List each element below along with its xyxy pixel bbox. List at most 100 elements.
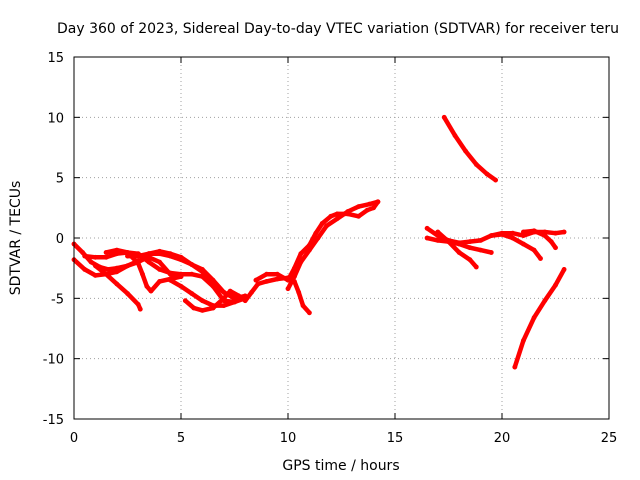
data-point (178, 274, 184, 279)
data-point (146, 251, 152, 257)
data-point (200, 308, 205, 313)
data-point (140, 271, 145, 277)
data-point (553, 245, 558, 251)
data-point (510, 230, 516, 236)
data-point (264, 279, 269, 284)
data-point (521, 338, 526, 343)
data-point (167, 277, 173, 283)
data-point (157, 248, 163, 254)
data-point (210, 305, 216, 311)
data-point (356, 213, 361, 219)
data-point (200, 298, 205, 304)
data-point (499, 232, 505, 237)
data-point (553, 230, 558, 236)
data-point (221, 303, 227, 308)
data-point (298, 259, 304, 265)
data-point (521, 241, 526, 247)
data-point (510, 235, 516, 241)
data-point (274, 271, 280, 277)
x-tick-label: 5 (177, 431, 185, 446)
y-tick-label: 15 (47, 51, 64, 66)
data-point (236, 293, 242, 299)
series-line-17 (441, 115, 498, 183)
data-point (334, 216, 340, 222)
data-point (319, 221, 325, 226)
data-point (114, 269, 120, 275)
data-point (561, 267, 567, 272)
data-point (441, 114, 447, 120)
data-point (135, 302, 141, 307)
data-point (424, 235, 430, 241)
data-point (189, 271, 195, 277)
data-point (103, 254, 109, 260)
data-point (264, 271, 269, 277)
data-point (125, 291, 130, 296)
data-point (371, 205, 376, 211)
data-point (80, 250, 85, 255)
data-point (478, 247, 483, 253)
data-point (435, 238, 441, 243)
data-point (146, 259, 152, 265)
x-tick-label: 20 (494, 431, 511, 446)
data-point (456, 250, 462, 255)
data-point (137, 306, 143, 312)
data-point (473, 162, 479, 167)
data-point (292, 274, 297, 279)
data-point (253, 277, 259, 283)
data-point (307, 247, 312, 253)
data-point (538, 256, 543, 261)
data-point (456, 241, 462, 247)
data-point (285, 277, 291, 283)
data-point (103, 250, 109, 255)
data-point (364, 207, 370, 213)
data-point (521, 233, 526, 239)
data-point (484, 171, 490, 177)
data-point (221, 295, 227, 301)
data-point (125, 263, 130, 269)
series-line-5 (103, 247, 184, 294)
data-point (478, 238, 483, 243)
data-point (88, 259, 94, 265)
data-point (178, 283, 184, 289)
data-point (488, 250, 494, 255)
data-point (446, 239, 451, 245)
data-point (93, 254, 98, 260)
data-point (182, 298, 188, 304)
data-point (531, 247, 537, 253)
data-point (512, 364, 518, 370)
data-point (189, 291, 195, 296)
data-point (148, 288, 154, 294)
data-point (167, 251, 173, 257)
data-point (125, 250, 130, 255)
data-point (103, 271, 109, 277)
data-point (463, 148, 468, 154)
data-point (82, 267, 88, 272)
data-point (313, 230, 319, 236)
data-point (178, 254, 184, 260)
x-axis-label: GPS time / hours (282, 458, 399, 474)
x-tick-label: 10 (280, 431, 297, 446)
data-point (493, 177, 498, 183)
x-tick-label: 25 (601, 431, 618, 446)
data-point (531, 228, 537, 234)
y-axis-label: SDTVAR / TECUs (8, 181, 24, 296)
data-point (473, 264, 479, 270)
data-point (227, 288, 233, 294)
data-point (467, 257, 473, 263)
data-point (114, 281, 120, 287)
data-point (366, 201, 372, 207)
data-point (93, 273, 98, 278)
data-point (285, 286, 291, 292)
y-tick-label: 5 (56, 172, 64, 187)
data-point (300, 303, 306, 308)
data-point (249, 289, 255, 295)
y-tick-label: -10 (43, 353, 64, 368)
data-point (561, 229, 567, 235)
data-point (356, 204, 361, 210)
data-point (93, 263, 98, 269)
x-tick-label: 0 (70, 431, 78, 446)
chart-title: Day 360 of 2023, Sidereal Day-to-day VTE… (57, 21, 619, 37)
data-point (114, 247, 120, 253)
data-point (232, 299, 237, 305)
